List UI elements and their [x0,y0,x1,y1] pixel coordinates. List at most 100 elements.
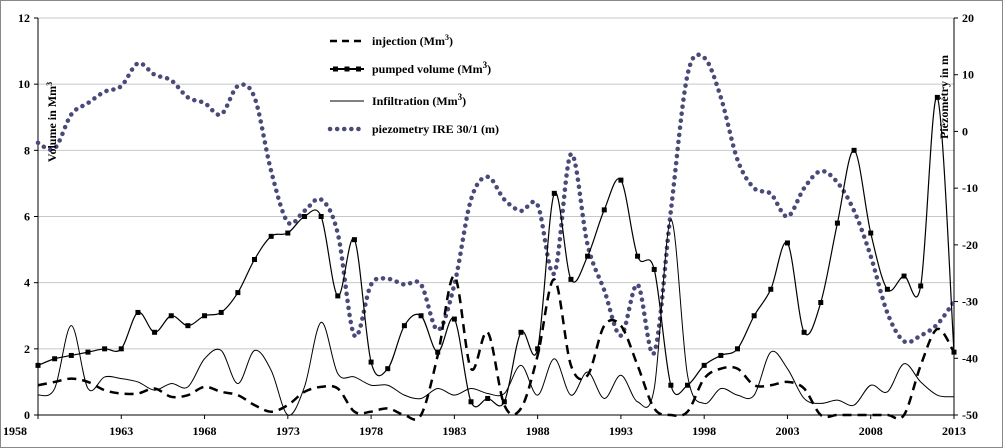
pumped-marker-2013 [951,349,957,355]
pumped-marker-1971 [252,257,258,263]
pumped-marker-1961 [85,349,91,355]
legend-label-pumped: pumped volume (Mm3) [372,60,491,76]
legend-label-infiltration: Infiltration (Mm3) [372,92,466,108]
series-layer [35,52,957,421]
y-right-tick-label--20: -20 [962,238,978,252]
x-tick-label-1998: 1998 [692,424,716,438]
y-left-tick-label-0: 0 [24,408,30,422]
pumped-marker-2009 [884,286,890,292]
pumped-marker-2012 [934,94,940,100]
y-left-tick-label-4: 4 [24,276,30,290]
pumped-marker-1986 [501,399,507,405]
legend-pumped-tail: ) [487,62,491,76]
x-tick-label-1993: 1993 [609,424,633,438]
y-left-tick-label-6: 6 [24,210,30,224]
gridlines [38,17,954,350]
y-left-tick-label-8: 8 [24,143,30,157]
pumped-marker-1960 [68,352,74,358]
pumped-marker-1991 [585,253,591,259]
pumped-marker-1979 [385,366,391,372]
legend-item-injection: injection (Mm3) [330,33,453,48]
legend-label-piezometry: piezometry IRE 30/1 (m) [372,122,499,136]
x-tick-label-2013: 2013 [942,424,966,438]
legend-infiltration-sup: 3 [458,92,463,102]
legend-marker-pumped-1 [333,66,338,72]
y-right-tick-label-20: 20 [962,11,974,25]
axes: 0 2 4 6 8 10 12 -50 -40 -30 -20 -10 0 10 20 1958 1963 196… [3,11,978,438]
y-right-tick-label--50: -50 [962,408,978,422]
pumped-marker-1988 [535,346,541,352]
pumped-marker-1964 [135,309,141,315]
legend-marker-pumped-3 [356,66,361,72]
pumped-marker-1996 [668,382,674,388]
series-line-infiltration [37,219,955,416]
y-right-tick-label-0: 0 [962,124,968,138]
pumped-marker-2007 [851,147,857,153]
pumped-marker-1983 [451,316,457,322]
pumped-marker-2001 [751,313,757,319]
pumped-marker-1968 [202,313,208,319]
pumped-marker-1990 [568,276,574,282]
pumped-marker-2004 [801,329,807,335]
pumped-marker-1977 [351,237,357,243]
pumped-marker-2000 [734,346,740,352]
pumped-marker-1987 [518,329,524,335]
pumped-marker-1982 [435,349,441,355]
pumped-marker-2006 [834,220,840,226]
legend-item-infiltration: Infiltration (Mm3) [330,92,466,108]
pumped-marker-2005 [818,300,824,306]
pumped-marker-1994 [635,253,641,259]
pumped-marker-1998 [701,362,707,368]
pumped-marker-1989 [551,190,557,196]
pumped-marker-1962 [102,346,108,352]
pumped-marker-1975 [318,214,324,219]
pumped-marker-1974 [301,214,307,219]
left-axis-title: Volume in Mm3 [45,82,59,162]
pumped-marker-1966 [168,313,174,319]
pumped-marker-1963 [118,346,124,352]
legend: injection (Mm3) pumped volume (Mm3) Infi… [327,33,499,136]
pumped-marker-2003 [784,240,790,246]
left-axis-title-main: Volume in Mm [45,86,59,162]
x-tick-label-1978: 1978 [359,424,383,438]
legend-item-piezometry: piezometry IRE 30/1 (m) [327,122,499,136]
pumped-marker-1970 [235,290,241,296]
pumped-marker-1981 [418,313,424,319]
pumped-marker-2002 [768,286,774,292]
x-tick-label-1973: 1973 [276,424,300,438]
pumped-marker-1969 [218,309,224,315]
pumped-marker-1972 [268,233,274,239]
pumped-marker-1973 [285,230,291,236]
pumped-marker-1978 [368,359,374,365]
y-right-tick-label--30: -30 [962,295,978,309]
legend-injection-sup: 3 [445,33,449,42]
legend-pumped-sup: 3 [483,60,488,70]
x-tick-label-1963: 1963 [109,424,133,438]
pumped-marker-1993 [618,177,624,183]
left-axis-title-sup: 3 [45,82,54,86]
pumped-marker-2011 [918,283,924,289]
x-tick-label-1968: 1968 [193,424,217,438]
x-tick-label-1958: 1958 [3,424,27,438]
x-tick-label-2008: 2008 [859,424,883,438]
pumped-marker-1985 [485,395,491,401]
pumped-marker-1958 [35,362,41,368]
pumped-marker-2010 [901,273,907,279]
pumped-marker-1984 [468,399,474,405]
pumped-marker-1992 [601,207,607,213]
pumped-marker-1980 [401,323,407,329]
legend-item-pumped: pumped volume (Mm3) [330,60,491,76]
legend-marker-pumped-2 [344,66,350,72]
legend-pumped-text: pumped volume (Mm [372,62,483,76]
legend-injection-text: injection (Mm [372,34,445,48]
pumped-marker-1995 [651,266,657,272]
pumped-marker-1967 [185,323,191,329]
legend-injection-tail: ) [449,34,453,48]
y-left-tick-label-10: 10 [18,77,30,91]
x-tick-label-2003: 2003 [775,424,799,438]
y-left-tick-label-12: 12 [18,11,30,25]
legend-infiltration-tail: ) [462,94,466,108]
legend-infiltration-text: Infiltration (Mm [372,94,458,108]
